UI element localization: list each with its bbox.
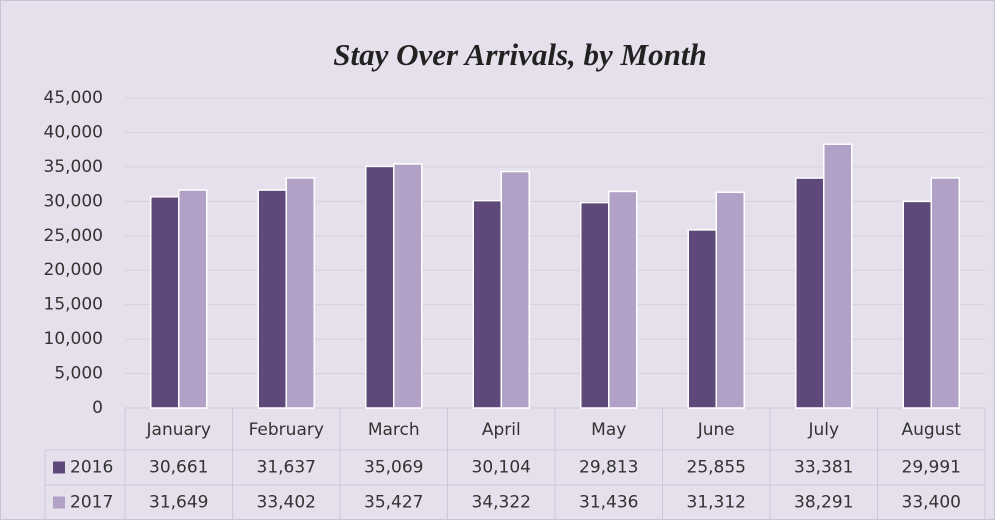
bar — [472, 199, 502, 409]
y-tick-label: 45,000 — [44, 88, 103, 108]
bar — [365, 165, 395, 409]
y-tick-label: 10,000 — [44, 329, 103, 349]
bar — [930, 177, 960, 409]
y-tick-label: 30,000 — [44, 191, 103, 211]
bar — [500, 170, 530, 409]
bar — [150, 196, 180, 409]
table-value: 31,436 — [579, 493, 638, 513]
legend-key — [53, 496, 65, 509]
bar — [580, 201, 610, 409]
y-tick-label: 40,000 — [44, 122, 103, 142]
y-tick-label: 25,000 — [44, 226, 103, 246]
x-tick-label: January — [146, 420, 211, 440]
table-value: 35,427 — [364, 493, 423, 513]
bar — [178, 189, 208, 409]
bar — [795, 177, 825, 409]
legend-label: 2016 — [70, 458, 113, 478]
x-tick-label: May — [591, 420, 626, 440]
table-value: 34,322 — [472, 493, 531, 513]
legend-label: 2017 — [70, 493, 113, 513]
table-value: 31,312 — [687, 493, 746, 513]
y-tick-label: 20,000 — [44, 260, 103, 280]
y-tick-label: 15,000 — [44, 295, 103, 315]
bar — [257, 189, 287, 409]
table-value: 29,991 — [902, 458, 961, 478]
chart-title: Stay Over Arrivals, by Month — [333, 37, 706, 72]
x-tick-label: August — [902, 420, 962, 440]
table-value: 30,104 — [472, 458, 531, 478]
bar — [715, 191, 745, 409]
bar — [285, 177, 315, 409]
x-tick-label: February — [249, 420, 324, 440]
table-value: 25,855 — [687, 458, 746, 478]
table-value: 35,069 — [364, 458, 423, 478]
x-tick-label: March — [368, 420, 420, 440]
y-tick-label: 5,000 — [54, 364, 103, 384]
table-value: 38,291 — [794, 493, 853, 513]
table-value: 31,637 — [257, 458, 316, 478]
table-value: 31,649 — [149, 493, 208, 513]
x-tick-label: April — [482, 420, 521, 440]
table-value: 33,402 — [257, 493, 316, 513]
table-value: 33,381 — [794, 458, 853, 478]
y-tick-label: 0 — [92, 398, 103, 418]
bar — [823, 143, 853, 409]
bar — [687, 229, 717, 409]
table-value: 30,661 — [149, 458, 208, 478]
table-value: 29,813 — [579, 458, 638, 478]
y-tick-label: 35,000 — [44, 157, 103, 177]
bar — [393, 163, 423, 409]
bar — [902, 200, 932, 409]
bar — [608, 190, 638, 409]
legend-key — [53, 461, 65, 474]
x-tick-label: July — [807, 420, 839, 440]
table-value: 33,400 — [902, 493, 961, 513]
x-tick-label: June — [697, 420, 735, 440]
